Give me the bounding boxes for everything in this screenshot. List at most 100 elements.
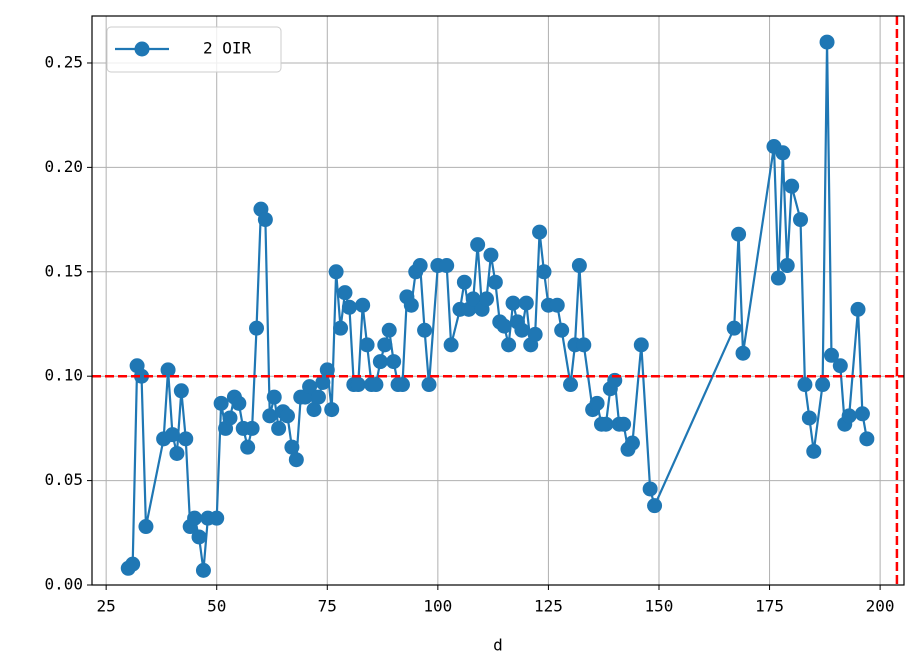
data-point <box>726 320 742 336</box>
data-point <box>403 297 419 313</box>
data-point <box>266 389 282 405</box>
legend-box <box>106 26 282 73</box>
y-tick-label: 0.00 <box>44 575 83 594</box>
y-tick-label: 0.20 <box>44 157 83 176</box>
data-point <box>240 439 256 455</box>
data-point <box>302 379 318 395</box>
data-point <box>536 264 552 280</box>
data-point <box>284 439 300 455</box>
data-point <box>554 322 570 338</box>
data-point <box>324 402 340 418</box>
data-point <box>505 295 521 311</box>
data-point <box>222 410 238 426</box>
y-tick-label: 0.25 <box>44 52 83 71</box>
data-point <box>465 291 481 307</box>
data-point <box>793 212 809 228</box>
x-tick-label: 50 <box>207 597 226 616</box>
data-point <box>859 431 875 447</box>
data-point <box>479 291 495 307</box>
data-point <box>731 226 747 242</box>
data-point <box>191 529 207 545</box>
data-point <box>854 406 870 422</box>
data-point <box>735 345 751 361</box>
data-point <box>306 402 322 418</box>
data-point <box>262 408 278 424</box>
data-point <box>624 435 640 451</box>
data-point <box>806 443 822 459</box>
data-point <box>571 258 587 274</box>
x-tick-label: 100 <box>423 597 452 616</box>
data-point <box>138 519 154 535</box>
data-point <box>850 301 866 317</box>
y-tick-label: 0.15 <box>44 261 83 280</box>
data-point <box>160 362 176 378</box>
data-point <box>532 224 548 240</box>
data-point <box>832 358 848 374</box>
x-axis-label: d <box>493 636 503 655</box>
data-point <box>394 377 410 393</box>
data-point <box>501 337 517 353</box>
data-point <box>209 510 225 526</box>
data-point <box>421 377 437 393</box>
data-point <box>642 481 658 497</box>
data-point <box>244 420 260 436</box>
data-point <box>797 377 813 393</box>
x-tick-label: 150 <box>645 597 674 616</box>
x-tick-label: 200 <box>866 597 895 616</box>
data-point <box>337 285 353 301</box>
data-point <box>372 354 388 370</box>
data-point <box>350 377 366 393</box>
data-point <box>333 320 349 336</box>
legend-marker <box>134 41 150 57</box>
data-point <box>288 452 304 468</box>
data-point <box>815 377 831 393</box>
data-point <box>377 337 393 353</box>
data-point <box>271 420 287 436</box>
data-point <box>412 258 428 274</box>
data-point <box>443 337 459 353</box>
data-point <box>328 264 344 280</box>
data-point <box>616 416 632 432</box>
data-point <box>381 322 397 338</box>
data-point <box>633 337 649 353</box>
data-line <box>127 42 868 571</box>
data-point <box>527 326 543 342</box>
data-point <box>483 247 499 263</box>
data-point <box>487 274 503 290</box>
data-point <box>775 145 791 161</box>
data-point <box>319 362 335 378</box>
plot-frame <box>91 15 905 586</box>
data-point <box>134 368 150 384</box>
data-point <box>417 322 433 338</box>
legend-label: 2 OIR <box>203 39 252 58</box>
y-tick-label: 0.10 <box>44 366 83 385</box>
data-point <box>368 377 384 393</box>
data-point <box>589 395 605 411</box>
data-point <box>164 427 180 443</box>
data-point <box>187 510 203 526</box>
data-point <box>801 410 817 426</box>
data-point <box>576 337 592 353</box>
y-tick-label: 0.05 <box>44 470 83 489</box>
data-point <box>496 318 512 334</box>
data-point <box>279 408 295 424</box>
data-point <box>439 258 455 274</box>
data-point <box>598 416 614 432</box>
data-point <box>470 237 486 253</box>
data-point <box>456 274 472 290</box>
data-point <box>341 299 357 315</box>
data-point <box>841 408 857 424</box>
data-point <box>195 562 211 578</box>
data-point <box>355 297 371 313</box>
data-point <box>359 337 375 353</box>
data-point <box>257 212 273 228</box>
data-point <box>173 383 189 399</box>
data-point <box>549 297 565 313</box>
data-point <box>249 320 265 336</box>
x-tick-label: 75 <box>318 597 337 616</box>
data-point <box>125 556 141 572</box>
data-point <box>823 347 839 363</box>
data-point <box>231 395 247 411</box>
data-point <box>770 270 786 286</box>
